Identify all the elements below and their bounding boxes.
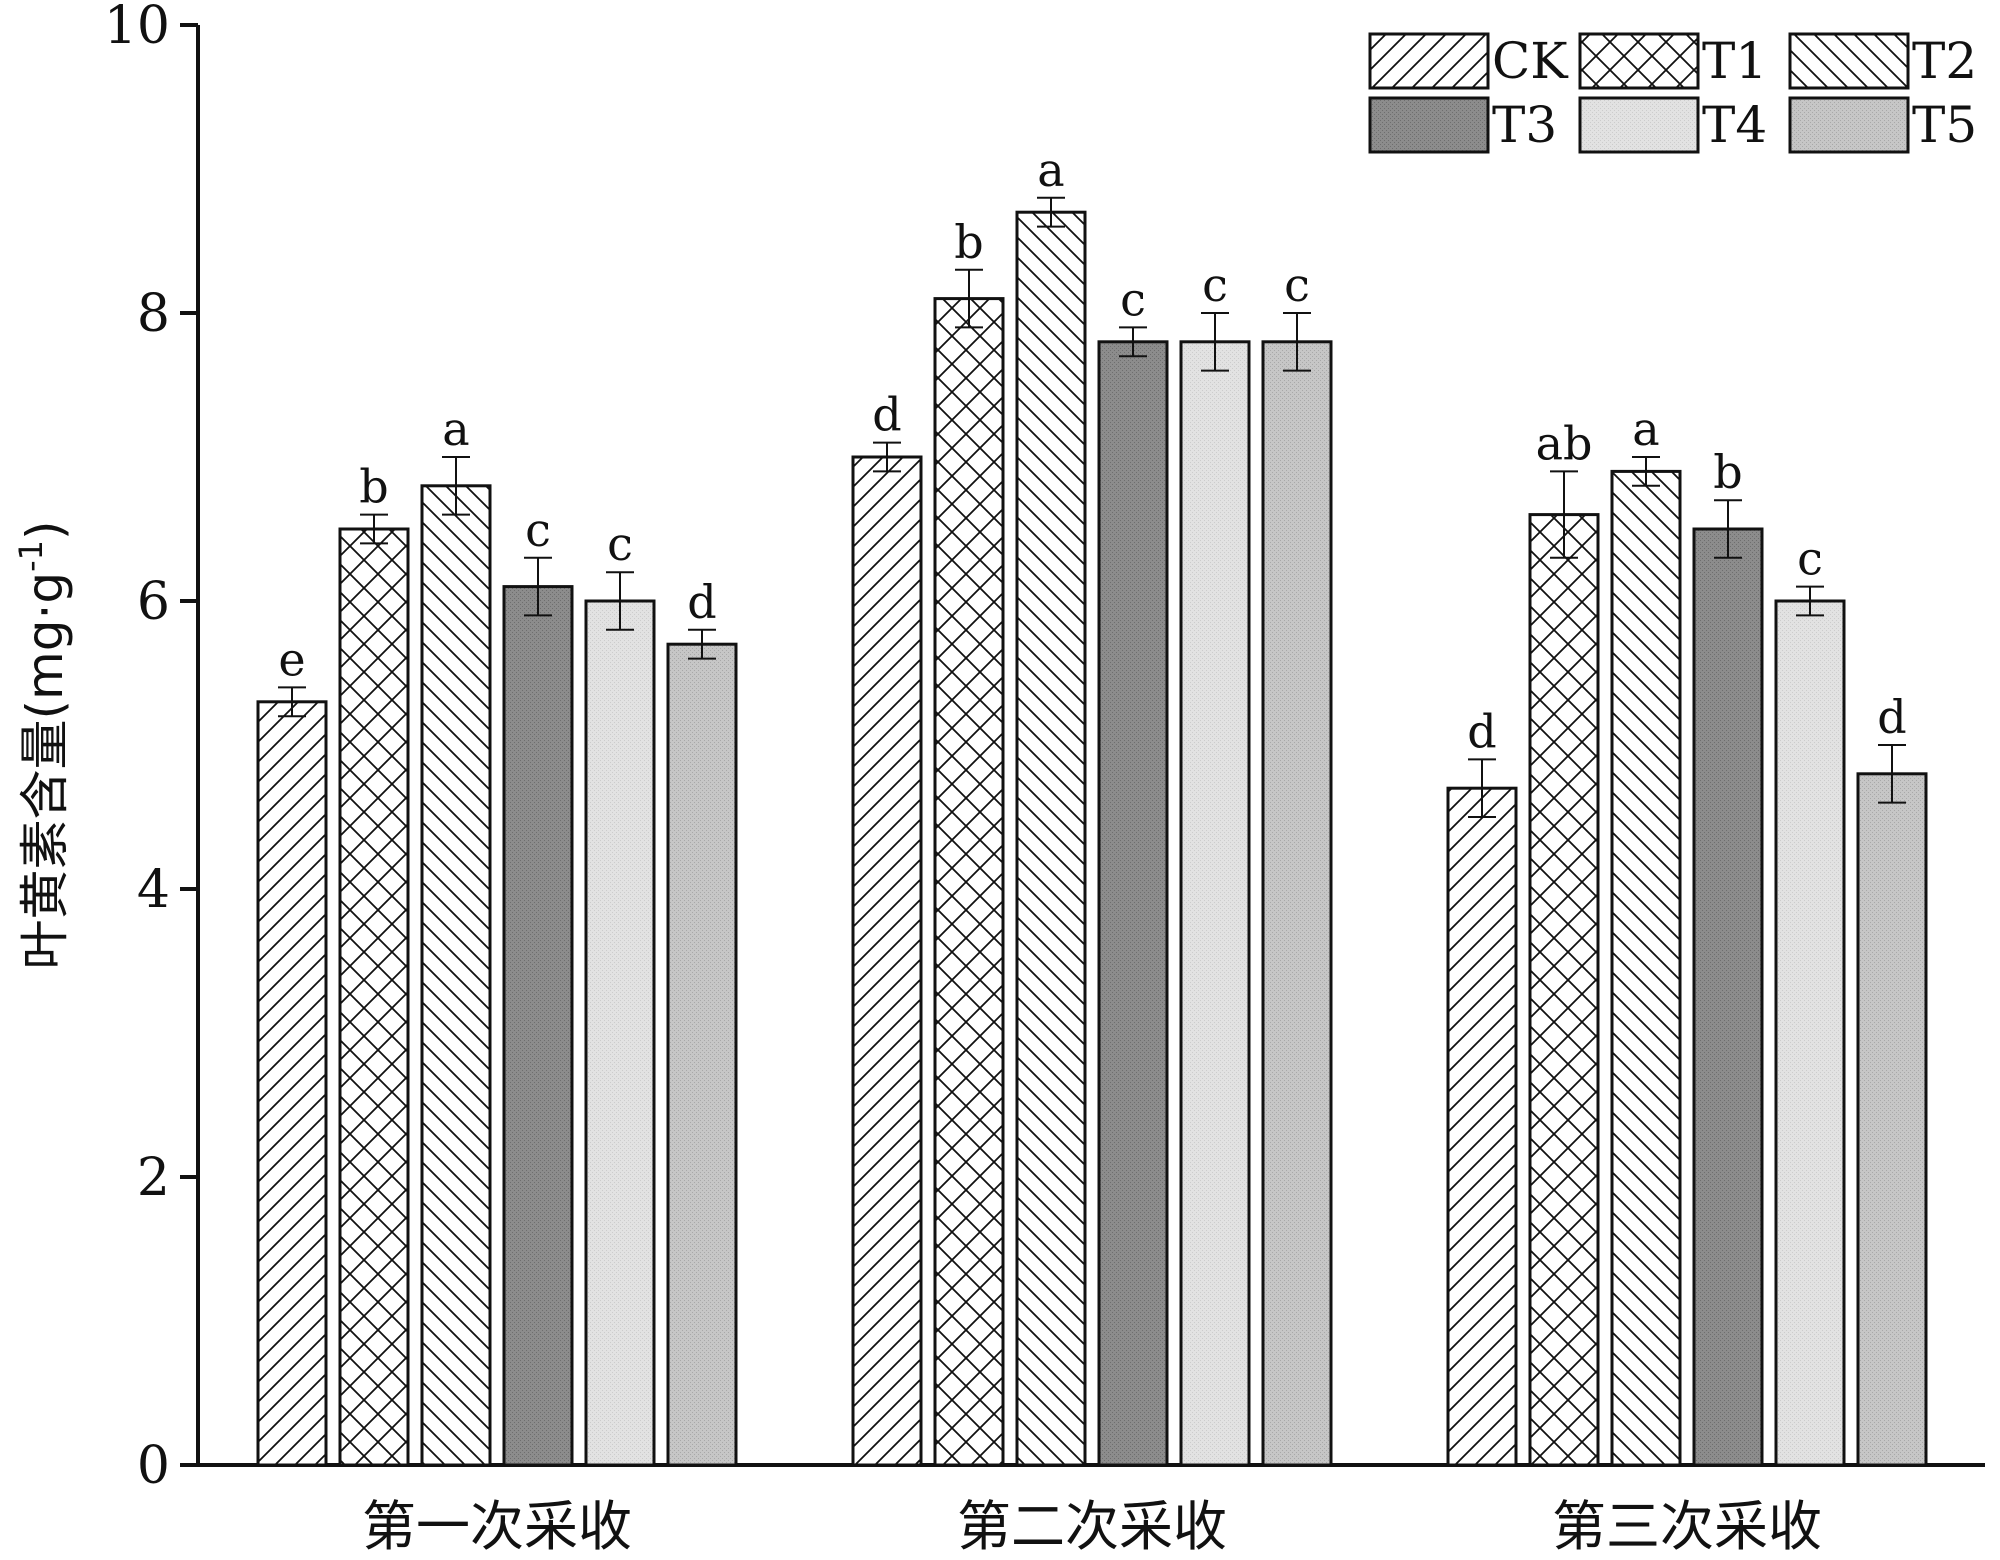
bar-t2 xyxy=(1015,210,1087,1467)
significance-label: a xyxy=(1037,143,1064,197)
y-tick-label: 4 xyxy=(137,860,170,920)
y-tick-label: 0 xyxy=(137,1436,170,1496)
bar-t3 xyxy=(1097,340,1169,1467)
y-axis-label-superscript: -1 xyxy=(12,540,50,572)
bar-t3 xyxy=(502,585,574,1467)
bar-ck xyxy=(851,455,923,1467)
bar-t4 xyxy=(1179,340,1251,1467)
significance-label: c xyxy=(607,517,633,571)
bar-t2 xyxy=(420,484,492,1467)
y-axis-label-close: ) xyxy=(16,520,74,540)
significance-label: d xyxy=(687,575,716,629)
significance-label: b xyxy=(954,215,983,269)
legend-swatch-t1 xyxy=(1578,32,1700,90)
bar-t1 xyxy=(933,297,1005,1467)
legend-swatch-t5 xyxy=(1788,96,1910,154)
bar-t1 xyxy=(1528,513,1600,1467)
legend-swatch-ck xyxy=(1368,32,1490,90)
significance-label: d xyxy=(1877,690,1906,744)
significance-label: a xyxy=(442,402,469,456)
y-axis-label: 叶黄素含量(mg·g-1) xyxy=(12,520,74,969)
significance-label: b xyxy=(359,460,388,514)
bar-t5 xyxy=(1261,340,1333,1467)
significance-label: b xyxy=(1713,445,1742,499)
legend-swatch-t2 xyxy=(1788,32,1910,90)
y-tick-label: 10 xyxy=(104,0,170,56)
bar-ck xyxy=(1446,786,1518,1467)
bar-t5 xyxy=(1856,772,1928,1467)
y-tick-label: 8 xyxy=(137,284,170,344)
legend-label-t2: T2 xyxy=(1912,32,1977,90)
significance-label: d xyxy=(1467,704,1496,758)
significance-label: c xyxy=(525,503,551,557)
legend-label-ck: CK xyxy=(1492,32,1569,90)
x-category-label: 第二次采收 xyxy=(957,1495,1227,1558)
legend-label-t3: T3 xyxy=(1492,96,1557,154)
y-tick-label: 2 xyxy=(137,1148,170,1208)
legend-swatch-t3 xyxy=(1368,96,1490,154)
significance-label: ab xyxy=(1536,416,1593,470)
bar-t4 xyxy=(1774,599,1846,1467)
bar-t1 xyxy=(338,527,410,1467)
significance-label: d xyxy=(872,388,901,442)
legend-label-t5: T5 xyxy=(1912,96,1977,154)
y-tick-label: 6 xyxy=(137,572,170,632)
bar-t4 xyxy=(584,599,656,1467)
x-category-label: 第三次采收 xyxy=(1552,1495,1822,1558)
bar-t2 xyxy=(1610,469,1682,1467)
significance-label: c xyxy=(1120,272,1146,326)
axes: 0 2 4 6 8 10 xyxy=(104,0,1985,1496)
significance-label: c xyxy=(1284,258,1310,312)
legend-label-t1: T1 xyxy=(1702,32,1767,90)
significance-label: c xyxy=(1797,532,1823,586)
x-category-label: 第一次采收 xyxy=(362,1495,632,1558)
legend: CK T1 T2 T3 T4 T5 xyxy=(1368,32,1977,154)
legend-label-t4: T4 xyxy=(1702,96,1767,154)
significance-label: e xyxy=(278,632,305,686)
significance-label: a xyxy=(1632,402,1659,456)
bar-ck xyxy=(256,700,328,1467)
y-axis-label-main: 叶黄素含量(mg·g xyxy=(16,572,74,970)
bar-t5 xyxy=(666,642,738,1467)
significance-label: c xyxy=(1202,258,1228,312)
legend-swatch-t4 xyxy=(1578,96,1700,154)
bar-t3 xyxy=(1692,527,1764,1467)
